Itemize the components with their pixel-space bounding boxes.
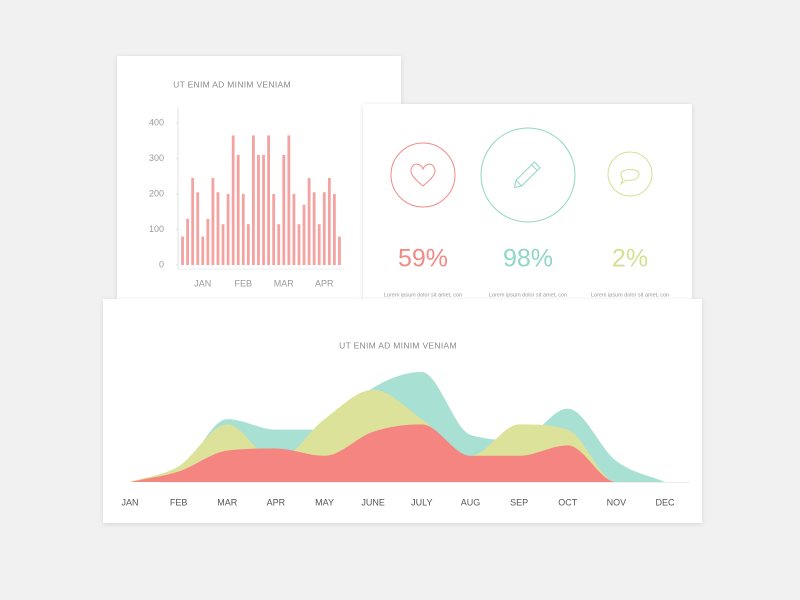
chart-title: UT ENIM AD MINIM VENIAM — [339, 340, 457, 350]
stat-caption: Lorem ipsum dolor sit amet, con — [384, 292, 462, 298]
bar — [262, 154, 265, 265]
y-tick-label: 0 — [159, 259, 164, 269]
bar — [191, 178, 195, 265]
x-tick-label: APR — [315, 278, 334, 288]
x-tick-label: MAY — [315, 497, 334, 507]
x-tick-label: MAR — [217, 497, 238, 507]
pencil-icon — [513, 161, 541, 189]
bar — [241, 194, 245, 265]
x-tick-label: FEB — [170, 497, 188, 507]
bar — [196, 192, 200, 265]
x-tick-label: MAR — [274, 278, 295, 288]
bar — [206, 218, 210, 265]
stat-value: 98% — [503, 245, 553, 273]
bar — [236, 154, 240, 265]
stat-value: 59% — [398, 245, 448, 273]
x-tick-label: APR — [267, 497, 286, 507]
bar — [312, 192, 316, 265]
x-tick-label: JAN — [121, 497, 138, 507]
bar — [267, 135, 270, 265]
area — [130, 424, 665, 482]
heart-icon — [410, 163, 436, 187]
chart-title: UT ENIM AD MINIM VENIAM — [173, 79, 291, 89]
bar — [221, 224, 225, 265]
card-background — [363, 104, 692, 299]
bar — [211, 178, 215, 265]
bar — [201, 236, 205, 265]
bar — [277, 224, 281, 265]
bar — [252, 135, 255, 265]
y-tick-label: 300 — [149, 153, 164, 163]
x-tick-label: AUG — [461, 497, 481, 507]
icon-circle — [480, 127, 576, 223]
bar — [297, 224, 301, 265]
bar — [257, 154, 260, 265]
x-tick-label: DEC — [655, 497, 675, 507]
x-tick-label: OCT — [558, 497, 578, 507]
bar-card: UT ENIM AD MINIM VENIAM 0 100 200 300 400 JAN… — [117, 56, 401, 299]
x-tick-label: FEB — [235, 278, 253, 288]
bar — [302, 204, 306, 265]
bar — [186, 218, 189, 265]
chat-icon — [619, 169, 640, 186]
bar — [282, 154, 286, 265]
bar — [292, 194, 296, 265]
bar — [338, 236, 341, 265]
bar — [287, 135, 291, 265]
icon-circle — [390, 142, 456, 208]
bar — [272, 194, 276, 265]
bar — [322, 192, 326, 265]
x-tick-label: JAN — [194, 278, 211, 288]
stat-caption: Lorem ipsum dolor sit amet, con — [591, 292, 669, 298]
x-tick-label: JUNE — [361, 497, 385, 507]
x-tick-label: NOV — [607, 497, 627, 507]
bar — [246, 224, 250, 265]
y-tick-label: 400 — [149, 117, 164, 127]
x-tick-label: JULY — [411, 497, 432, 507]
area-card: UT ENIM AD MINIM VENIAM JAN FEB MAR APR MAY J… — [103, 299, 702, 523]
bar — [216, 192, 220, 265]
bar — [226, 194, 230, 265]
y-tick-label: 100 — [149, 224, 164, 234]
stat-value: 2% — [612, 245, 648, 273]
y-tick-label: 200 — [149, 188, 164, 198]
stats-card: 59% 98% 2% Lorem ipsum dolor sit amet, c… — [363, 104, 692, 299]
bar — [231, 135, 235, 265]
bar — [307, 178, 311, 265]
icon-circle — [607, 151, 653, 197]
bar — [181, 236, 184, 265]
bar — [317, 224, 321, 265]
bar — [333, 194, 336, 265]
bar — [327, 178, 331, 265]
stat-caption: Lorem ipsum dolor sit amet, con — [489, 292, 567, 298]
x-tick-label: SEP — [510, 497, 528, 507]
